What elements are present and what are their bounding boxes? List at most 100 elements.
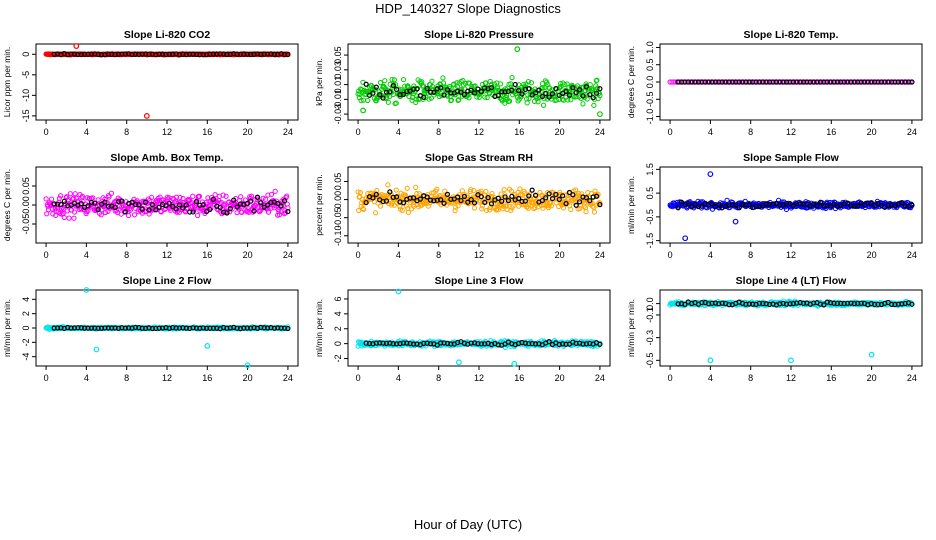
mean-point	[380, 95, 386, 101]
data-point	[502, 86, 508, 92]
mean-point	[95, 51, 101, 58]
data-point	[404, 185, 410, 191]
data-point	[108, 190, 115, 196]
y-tick-label: -1.5	[645, 233, 655, 249]
mean-point	[126, 325, 132, 331]
data-point	[272, 188, 278, 194]
mean-point	[576, 199, 583, 205]
mean-point	[709, 79, 715, 85]
mean-point	[580, 93, 586, 99]
mean-point	[753, 203, 759, 210]
mean-point	[241, 51, 247, 57]
mean-point	[163, 203, 169, 209]
mean-point	[363, 81, 369, 87]
mean-point	[675, 79, 681, 85]
data-point	[502, 192, 508, 198]
data-point	[429, 78, 435, 84]
y-tick-label: -5	[21, 71, 31, 79]
y-axis-label: ml/min per min.	[314, 299, 324, 357]
mean-point	[461, 91, 467, 98]
mean-point	[231, 197, 237, 203]
series-points	[355, 288, 603, 367]
data-point	[95, 197, 101, 203]
mean-point	[570, 85, 576, 91]
x-tick-label: 16	[202, 127, 212, 137]
mean-point	[187, 51, 193, 57]
x-tick-label: 20	[555, 373, 565, 383]
y-tick-label: -10	[21, 89, 31, 102]
mean-point	[499, 198, 505, 204]
mean-point	[909, 301, 915, 307]
data-point	[573, 187, 579, 193]
mean-point	[519, 91, 525, 97]
mean-point	[587, 92, 593, 98]
mean-point	[455, 194, 461, 200]
mean-point	[482, 199, 488, 205]
mean-point	[573, 89, 579, 96]
mean-point	[373, 84, 379, 90]
mean-point	[770, 79, 776, 85]
mean-point	[821, 79, 827, 85]
mean-point	[712, 79, 719, 85]
mean-point	[777, 79, 783, 85]
data-point	[503, 203, 510, 209]
data-point	[56, 195, 63, 201]
data-point	[280, 203, 286, 209]
mean-point	[217, 51, 223, 57]
data-point	[576, 190, 582, 197]
mean-point	[78, 201, 84, 207]
outlier-point	[143, 112, 150, 119]
mean-point	[593, 193, 600, 199]
data-point	[98, 212, 104, 218]
data-point	[495, 207, 501, 213]
x-tick-label: 4	[396, 373, 401, 383]
data-point	[70, 195, 76, 201]
x-tick-label: 20	[555, 250, 565, 260]
mean-point	[441, 92, 447, 98]
mean-point	[899, 79, 905, 85]
y-axis-label: ml/min per min.	[2, 299, 12, 357]
data-point	[391, 77, 398, 83]
data-point	[597, 92, 603, 99]
mean-point	[756, 79, 763, 85]
data-point	[403, 193, 409, 199]
panel-1: Slope Li-820 CO2 Licor ppm per min. 0 -5 -10…	[2, 29, 299, 137]
data-point	[131, 212, 138, 218]
mean-point	[488, 85, 495, 91]
x-tick-label: 4	[84, 127, 89, 137]
mean-point	[417, 196, 423, 202]
mean-point	[132, 201, 139, 208]
data-point	[531, 206, 537, 212]
data-point	[385, 99, 391, 105]
mean-point	[855, 79, 861, 85]
mean-point	[526, 341, 532, 347]
x-tick-label: 8	[748, 373, 753, 383]
mean-point	[85, 325, 91, 331]
y-tick-label: -0.1	[645, 307, 655, 323]
mean-point	[75, 325, 81, 331]
y-tick-label: 0.00	[333, 191, 343, 209]
x-tick-label: 8	[124, 127, 129, 137]
mean-point	[424, 194, 430, 200]
mean-point	[98, 52, 105, 58]
mean-point	[285, 51, 291, 58]
y-tick-label: -0.5	[645, 92, 655, 108]
mean-point	[394, 341, 400, 347]
mean-point	[51, 325, 57, 331]
mean-point	[733, 202, 739, 208]
mean-point	[275, 325, 281, 331]
mean-point	[709, 201, 715, 207]
mean-point	[68, 325, 74, 331]
mean-point	[729, 202, 735, 208]
x-tick-label: 8	[124, 250, 129, 260]
mean-point	[122, 51, 128, 57]
mean-point	[509, 193, 515, 199]
x-tick-label: 4	[708, 250, 713, 260]
mean-point	[516, 87, 522, 94]
x-tick-label: 24	[595, 250, 605, 260]
data-point	[405, 209, 411, 215]
mean-point	[529, 187, 535, 193]
x-tick-label: 12	[786, 373, 796, 383]
mean-point	[234, 204, 240, 210]
data-point	[456, 97, 462, 103]
